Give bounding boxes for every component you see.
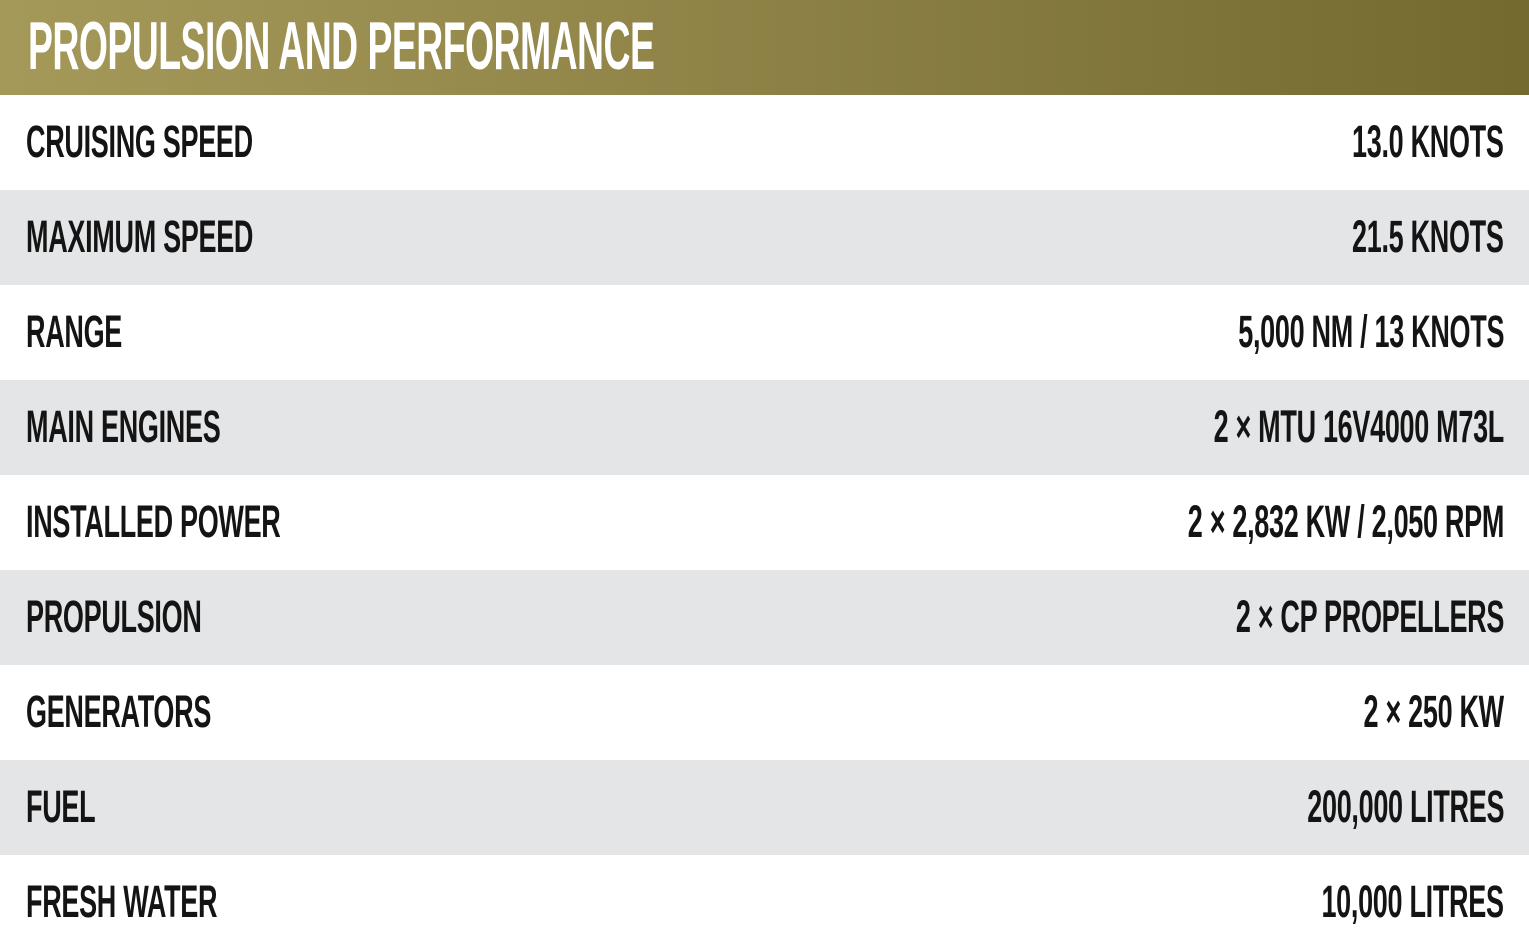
section-title: PROPULSION AND PERFORMANCE [28, 7, 655, 84]
spec-row-propulsion: PROPULSION 2 × CP PROPELLERS [0, 570, 1529, 665]
spec-value: 200,000 LITRES [1307, 780, 1504, 832]
spec-value: 2 × 2,832 KW / 2,050 RPM [1187, 495, 1505, 547]
spec-value: 2 × MTU 16V4000 M73L [1213, 400, 1505, 452]
spec-row-fuel: FUEL 200,000 LITRES [0, 760, 1529, 855]
spec-row-fresh-water: FRESH WATER 10,000 LITRES [0, 855, 1529, 950]
spec-label: MAXIMUM SPEED [26, 210, 254, 262]
spec-value: 2 × CP PROPELLERS [1235, 590, 1505, 642]
spec-row-main-engines: MAIN ENGINES 2 × MTU 16V4000 M73L [0, 380, 1529, 475]
spec-label: GENERATORS [26, 685, 212, 737]
spec-value: 13.0 KNOTS [1352, 115, 1504, 167]
spec-label: PROPULSION [26, 590, 202, 642]
spec-row-generators: GENERATORS 2 × 250 KW [0, 665, 1529, 760]
spec-label: RANGE [26, 305, 123, 357]
spec-row-range: RANGE 5,000 NM / 13 KNOTS [0, 285, 1529, 380]
spec-value: 21.5 KNOTS [1352, 210, 1504, 262]
spec-value: 5,000 NM / 13 KNOTS [1238, 305, 1504, 357]
spec-label: MAIN ENGINES [26, 400, 221, 452]
spec-label: FRESH WATER [26, 875, 218, 927]
spec-value: 2 × 250 KW [1363, 685, 1505, 737]
section-header: PROPULSION AND PERFORMANCE [0, 0, 1529, 95]
spec-label: INSTALLED POWER [26, 495, 281, 547]
spec-row-maximum-speed: MAXIMUM SPEED 21.5 KNOTS [0, 190, 1529, 285]
spec-label: CRUISING SPEED [26, 115, 253, 167]
spec-value: 10,000 LITRES [1321, 875, 1504, 927]
spec-row-installed-power: INSTALLED POWER 2 × 2,832 KW / 2,050 RPM [0, 475, 1529, 570]
spec-table: CRUISING SPEED 13.0 KNOTS MAXIMUM SPEED … [0, 95, 1529, 950]
spec-label: FUEL [26, 780, 96, 832]
spec-row-cruising-speed: CRUISING SPEED 13.0 KNOTS [0, 95, 1529, 190]
